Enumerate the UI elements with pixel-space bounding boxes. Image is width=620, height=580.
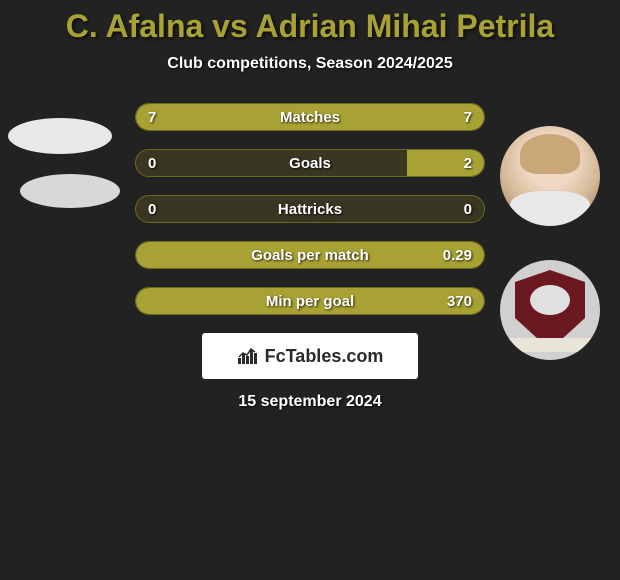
stat-label: Matches (136, 104, 484, 130)
stat-right-value: 0.29 (443, 242, 472, 268)
stat-row-min-per-goal: Min per goal 370 (135, 287, 485, 315)
subtitle: Club competitions, Season 2024/2025 (0, 55, 620, 73)
stat-right-value: 370 (447, 288, 472, 314)
stat-right-value: 7 (464, 104, 472, 130)
stats-area: 7 Matches 7 0 Goals 2 0 Hattricks 0 Goal… (0, 103, 620, 315)
stat-row-goals-per-match: Goals per match 0.29 (135, 241, 485, 269)
crest-banner (500, 338, 600, 352)
stat-row-goals: 0 Goals 2 (135, 149, 485, 177)
page-title: C. Afalna vs Adrian Mihai Petrila (0, 8, 620, 45)
date-line: 15 september 2024 (0, 393, 620, 411)
stat-label: Min per goal (136, 288, 484, 314)
stat-row-matches: 7 Matches 7 (135, 103, 485, 131)
stat-label: Goals per match (136, 242, 484, 268)
stat-label: Goals (136, 150, 484, 176)
brand-box[interactable]: FcTables.com (202, 333, 418, 379)
stat-right-value: 0 (464, 196, 472, 222)
stat-row-hattricks: 0 Hattricks 0 (135, 195, 485, 223)
stat-right-value: 2 (464, 150, 472, 176)
brand-text: FcTables.com (265, 346, 384, 367)
bar-chart-icon (237, 346, 259, 366)
stat-label: Hattricks (136, 196, 484, 222)
